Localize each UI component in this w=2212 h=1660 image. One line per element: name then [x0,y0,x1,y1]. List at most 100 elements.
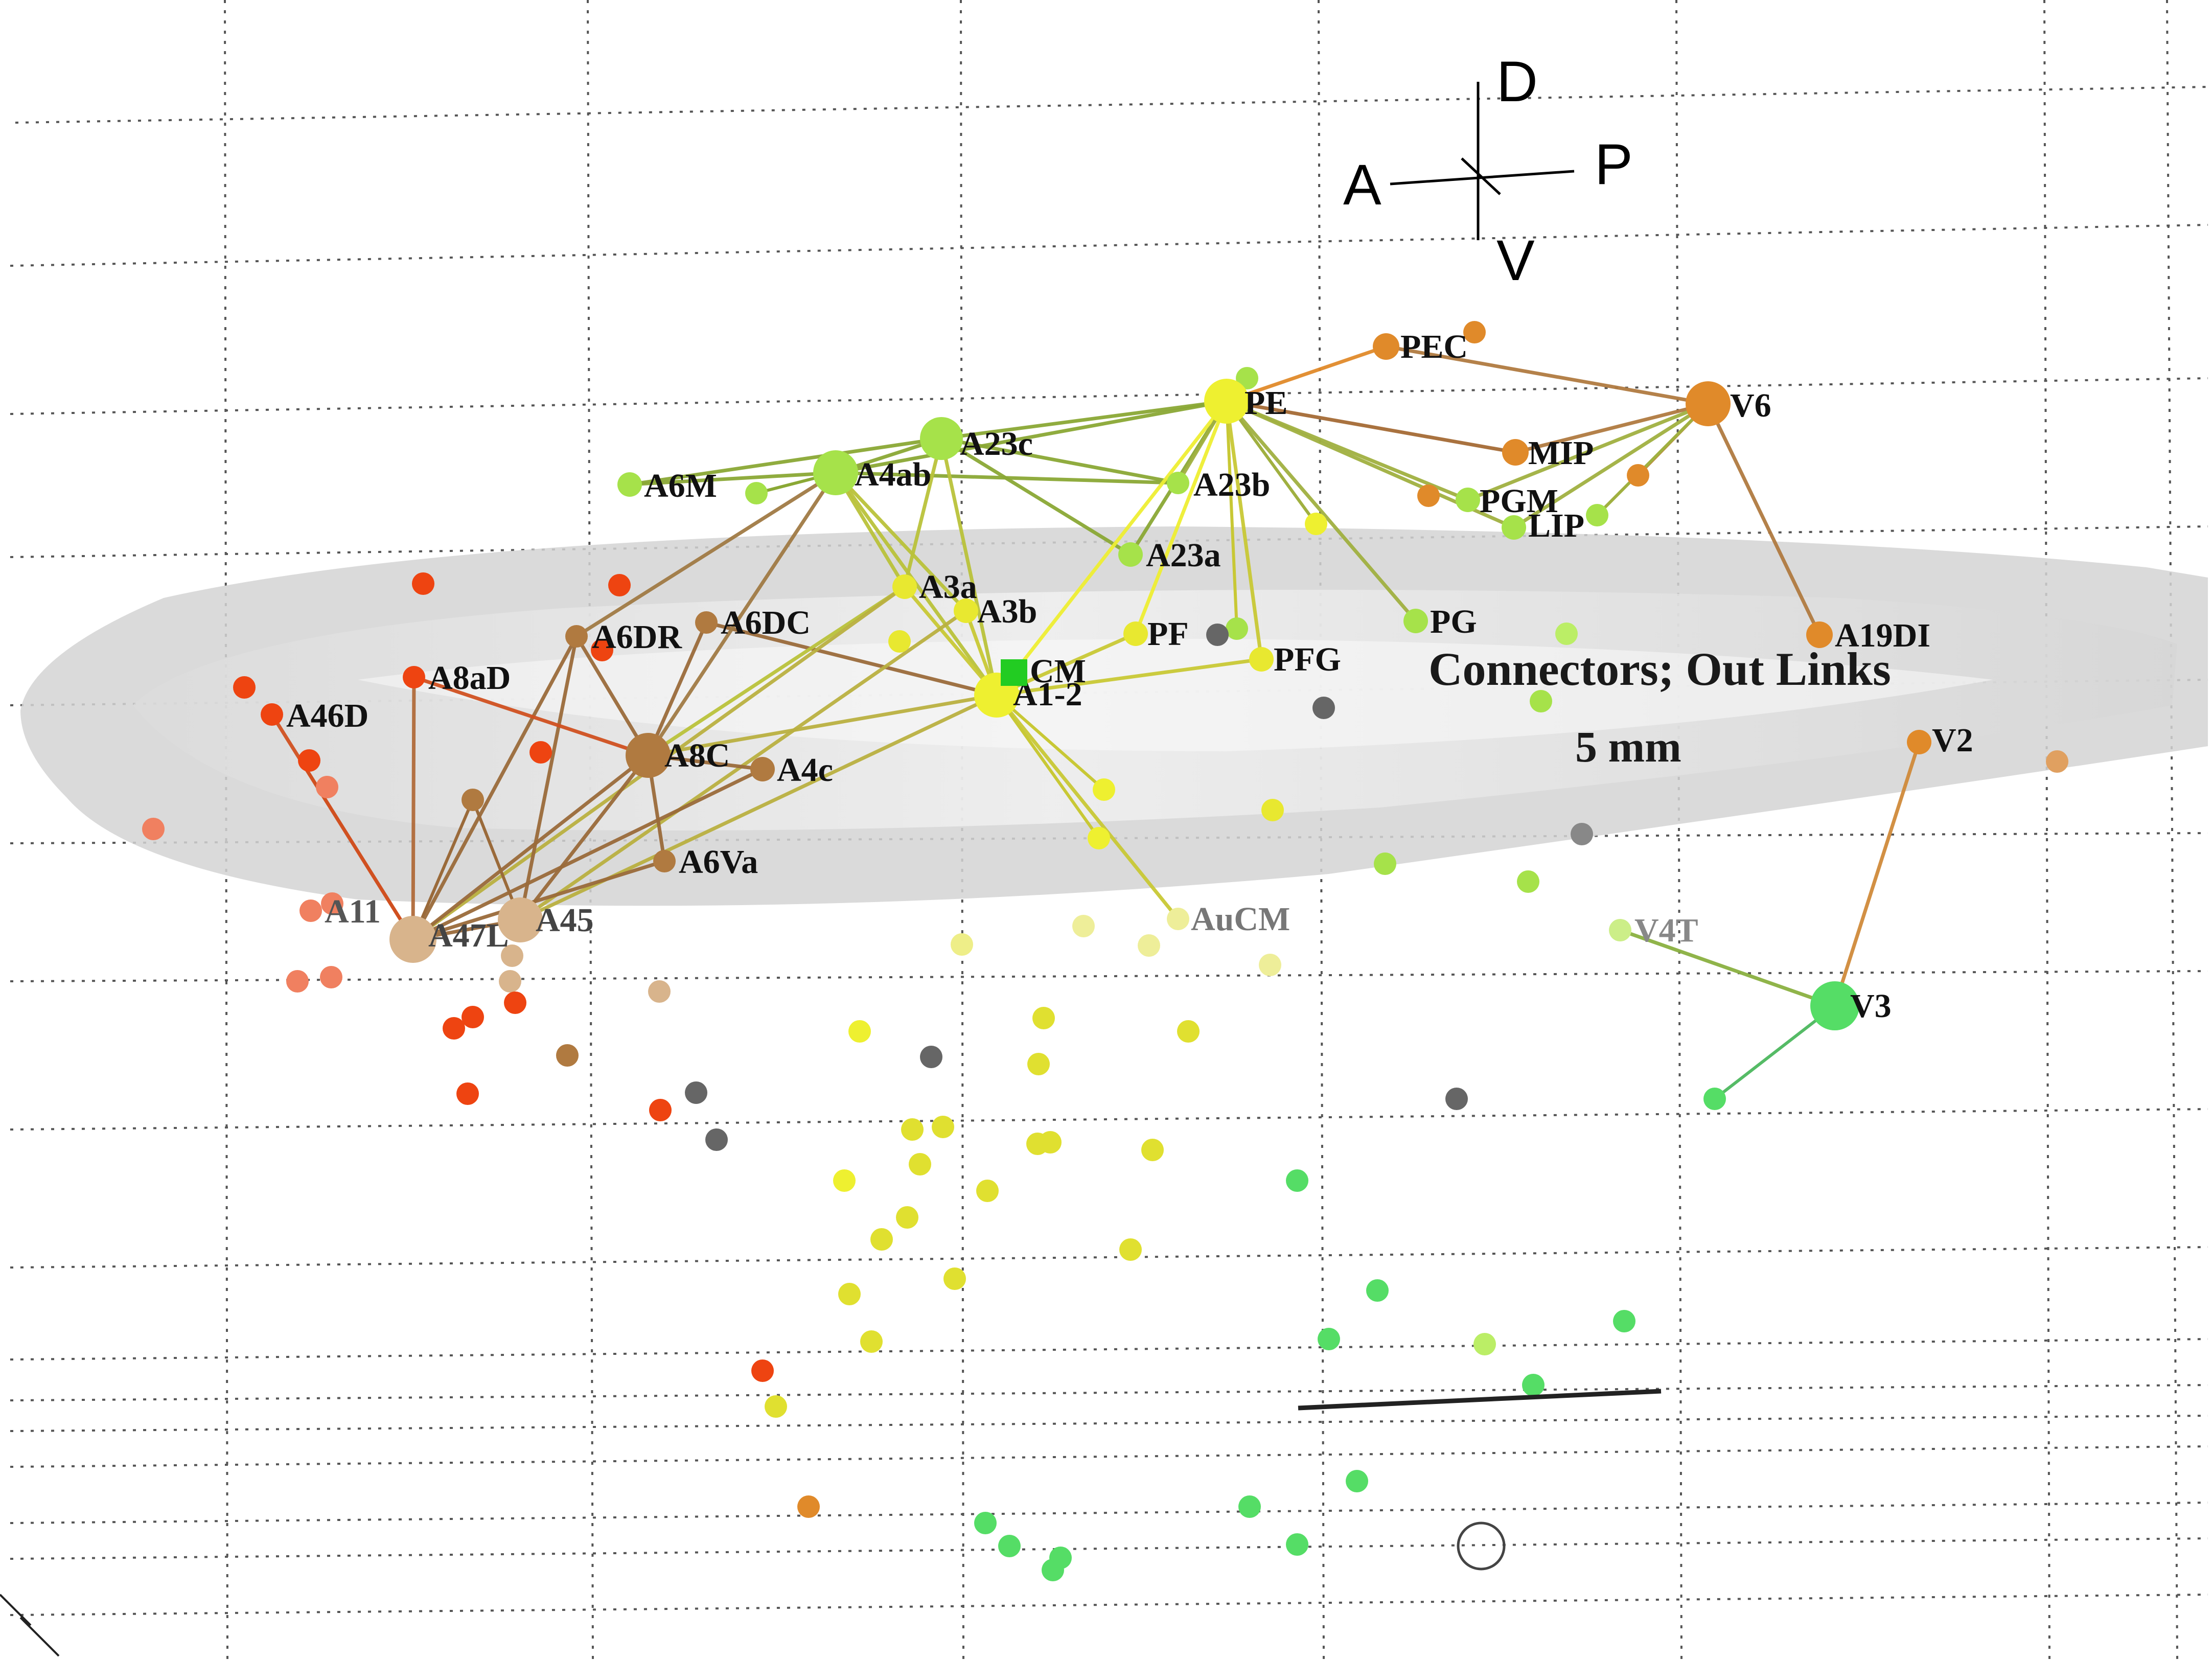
grid-line [10,224,2208,267]
unlabeled-node [1473,1333,1496,1355]
node-label-V6: V6 [1730,387,1771,424]
edge-A8aD-A47L [411,677,416,940]
unlabeled-node [298,749,320,772]
unlabeled-node [1027,1053,1050,1075]
grid-line [10,832,2208,844]
edge-V6-LIP [1513,402,1709,529]
unlabeled-node [1522,1374,1545,1396]
unlabeled-node [1238,1495,1261,1518]
grid-line [10,1246,2208,1269]
node-label-A6DR: A6DR [592,618,682,656]
unlabeled-node [685,1081,707,1104]
edge-A23c-A3a [903,438,943,587]
unlabeled-node [1261,799,1284,821]
grid-line [10,1384,2208,1401]
node-A8C [626,733,671,778]
node-A47L [389,916,436,963]
grid-line [1675,0,1683,1660]
unlabeled-node [1627,464,1649,487]
unlabeled-node [1141,1139,1164,1161]
unlabeled-node [1530,690,1552,712]
node-label-A6DC: A6DC [721,604,811,641]
node-PEC [1373,333,1399,360]
node-MIP [1502,439,1529,466]
grid-line [15,86,2208,124]
grid-line [10,525,2208,558]
unlabeled-node [998,1535,1021,1557]
unlabeled-node [1571,823,1593,845]
unlabeled-node [1366,1279,1389,1302]
node-A3b [954,598,978,623]
edge-V4T-V3 [1619,928,1836,1008]
node-LIP [1502,515,1526,540]
node-label-A4c: A4c [777,751,833,789]
edge-A6DC-A8C [646,621,708,756]
edge-A3a-A8C [647,585,906,757]
unlabeled-node [556,1044,579,1067]
unlabeled-node [1259,954,1281,976]
edge-PE-PF [1134,400,1229,635]
unlabeled-node [860,1330,883,1353]
seed-square-marker [1001,659,1027,686]
unlabeled-node [1072,915,1095,937]
unlabeled-node [765,1395,787,1418]
unlabeled-node [321,892,343,915]
node-A11 [299,900,322,922]
edge-PE-PFG [1225,401,1263,660]
unlabeled-node [1286,1533,1308,1556]
scale-bar-label: 5 mm [1575,722,1681,771]
unlabeled-node [1417,485,1440,507]
unlabeled-node [1119,1238,1142,1261]
edge-A6Va-A47L [412,859,665,941]
unlabeled-node [920,1046,942,1068]
node-label-A8aD: A8aD [428,659,511,697]
unlabeled-node [1517,870,1539,893]
unlabeled-node [2046,750,2068,773]
node-label-PEC: PEC [1400,328,1468,365]
unlabeled-node [320,966,342,988]
compass-label-anterior: A [1343,153,1381,217]
compass-label-ventral: V [1496,228,1535,292]
unlabeled-nodes [142,321,2068,1581]
node-label-V4T: V4T [1634,912,1698,949]
edge-A4c-A47L [412,767,764,941]
edge-unlabeled [1225,400,1318,525]
grid-line [10,377,2208,415]
node-V4T [1609,919,1631,941]
unlabeled-node [591,639,613,661]
edge-unlabeled [1596,402,1710,517]
grid-line [10,1594,2208,1616]
unlabeled-node [1042,1559,1064,1581]
unlabeled-node [412,572,434,595]
edge-A6DR-A47L [411,635,579,940]
unlabeled-node [608,574,631,596]
node-label-A47L: A47L [428,917,509,954]
unlabeled-node [499,970,521,993]
node-V6 [1686,381,1731,426]
edge-A1-2-AuCM [995,694,1180,920]
unlabeled-node [838,1283,861,1305]
edge-V6-A19DI [1706,403,1822,636]
node-A6DR [565,625,588,648]
unlabeled-node [751,1359,774,1382]
node-label-A46D: A46D [286,697,368,734]
node-A19DI [1806,621,1833,648]
edge-PEC-V6 [1386,344,1709,406]
unlabeled-node [286,970,309,993]
edge-unlabeled [995,694,1100,839]
grid-line [10,1537,2208,1560]
node-label-A8C: A8C [664,737,730,774]
unlabeled-node [142,818,165,840]
edge-unlabeled [1225,401,1238,629]
node-PGM [1456,488,1480,512]
node-label-PG: PG [1430,603,1477,640]
unlabeled-node [705,1128,728,1151]
unlabeled-node [870,1228,893,1251]
seed-label: CM [1030,653,1086,690]
edge-V6-MIP [1515,402,1709,454]
grid-line [2166,0,2178,1660]
unlabeled-node [1236,367,1258,389]
unlabeled-node [1346,1470,1368,1492]
edge-unlabeled [411,799,474,940]
node-label-A19DI: A19DI [1835,617,1930,654]
